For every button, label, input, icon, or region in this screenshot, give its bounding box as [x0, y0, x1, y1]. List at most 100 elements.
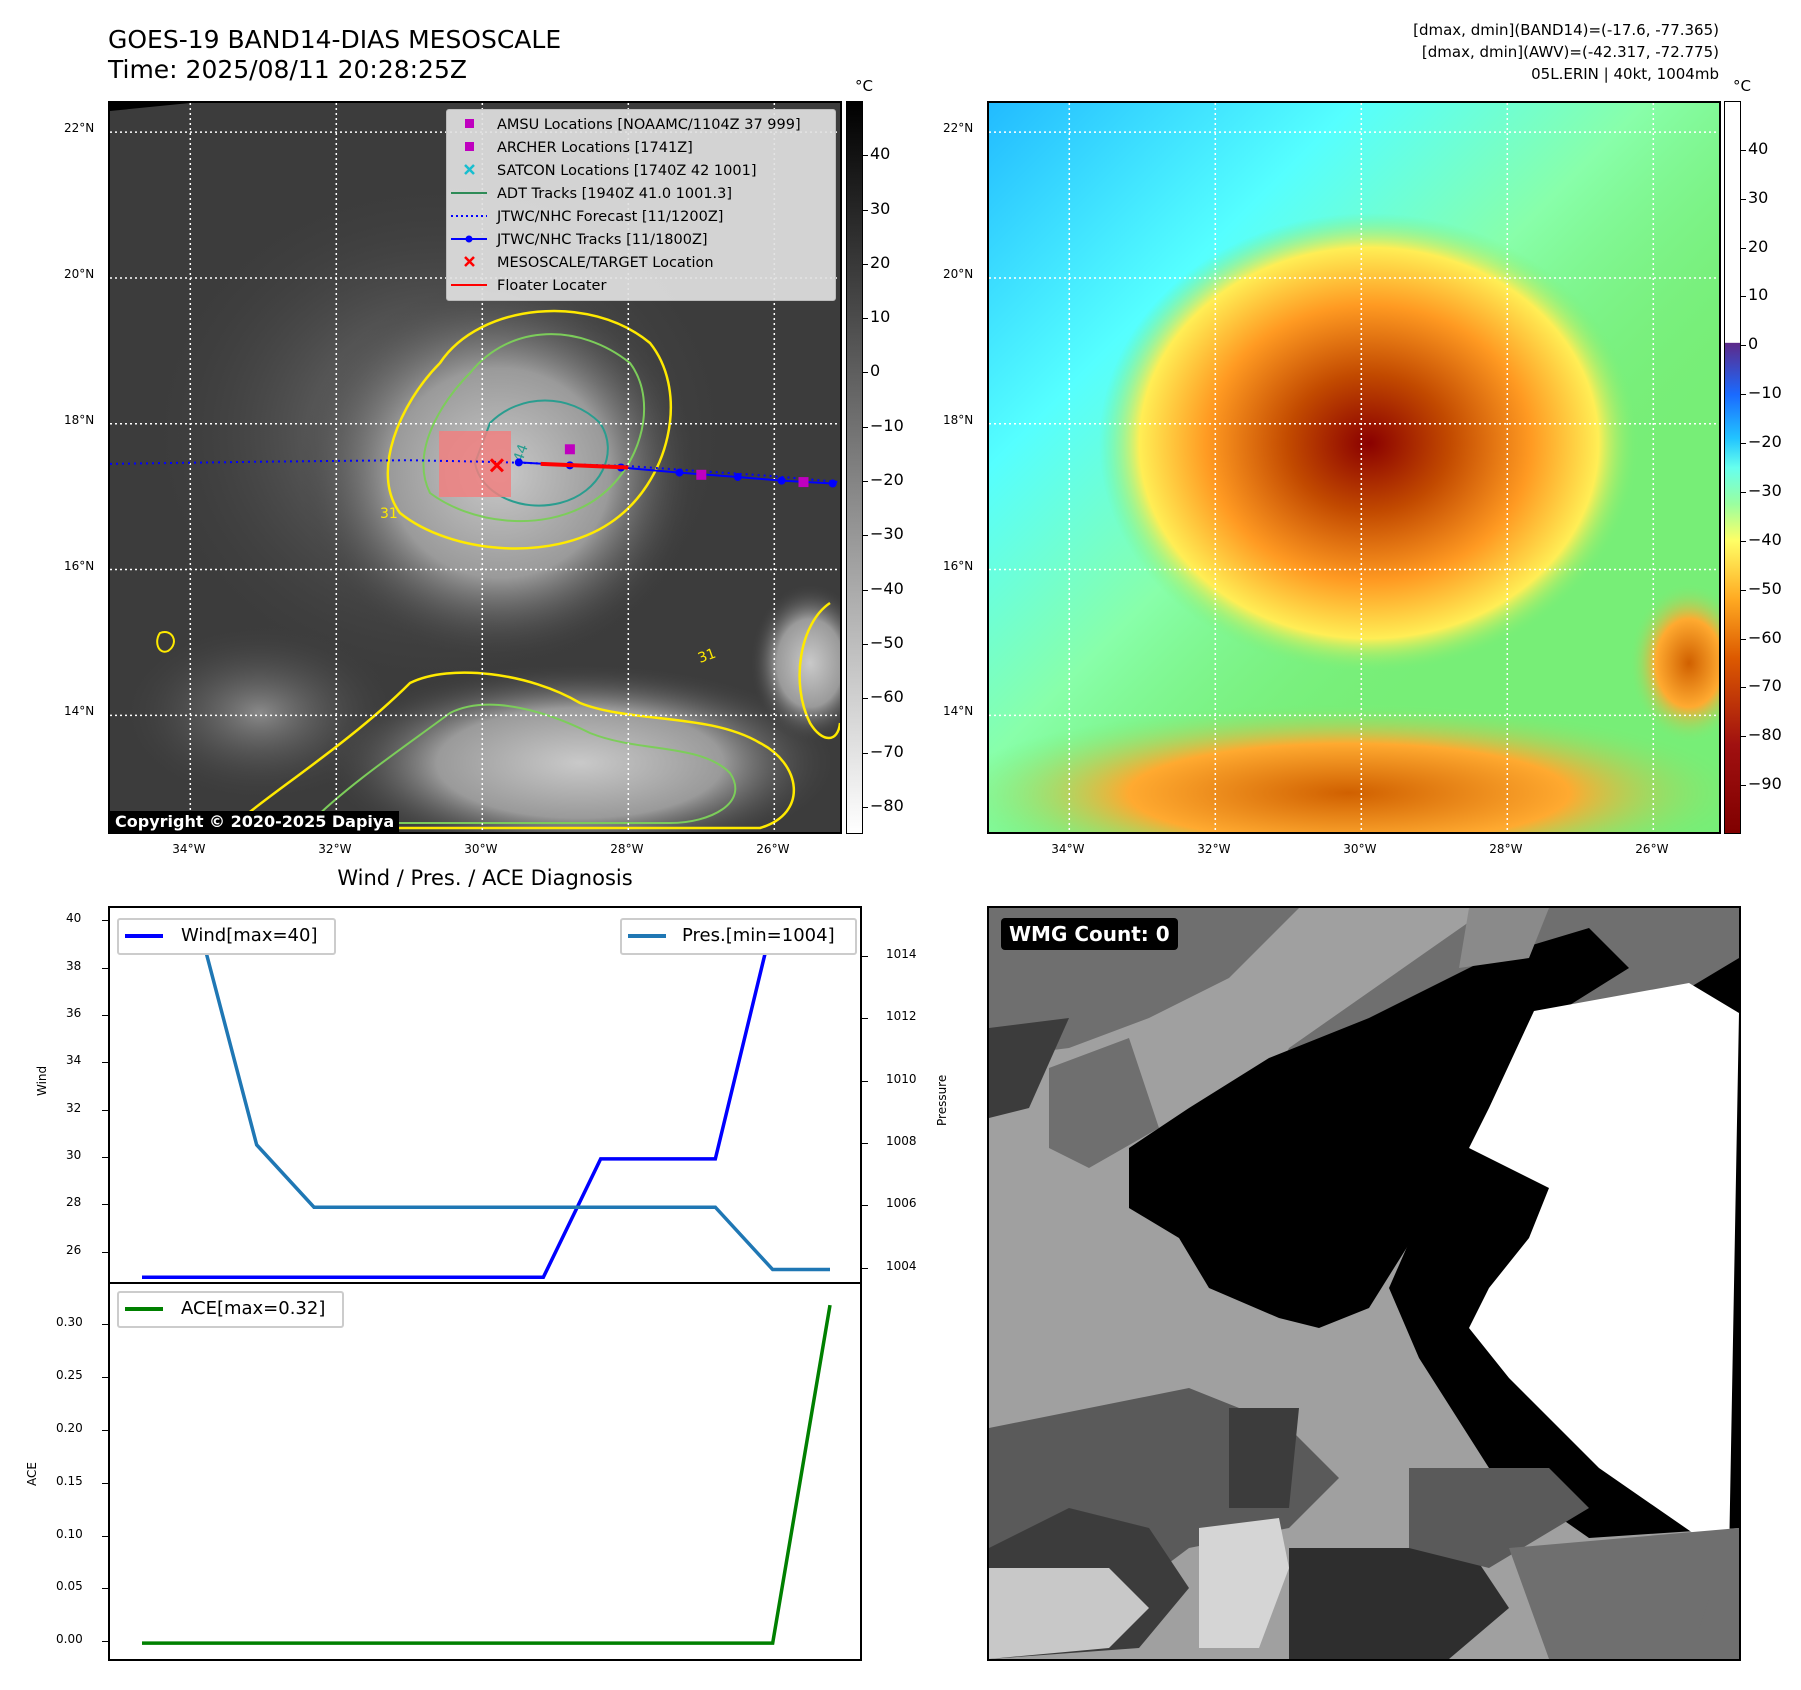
colorbar-tick-mark — [863, 752, 868, 754]
legend-marker — [464, 164, 475, 175]
band14-map-svg: 44 31 31 31 — [110, 103, 840, 832]
legend-label: SATCON Locations [1740Z 42 1001] — [497, 163, 756, 179]
colorbar-tick-mark — [863, 426, 868, 428]
wind-line — [142, 920, 830, 1280]
pressure-axis-label: Pressure — [935, 1074, 949, 1126]
wind-pressure-panel — [108, 906, 862, 1284]
lon-tick-label: 34°W — [1051, 842, 1085, 856]
best-track-point — [828, 479, 837, 488]
colorbar-tick-label: 0 — [1748, 334, 1759, 354]
wind-tick-mark — [102, 1062, 108, 1064]
awv-map-panel — [987, 101, 1721, 834]
ace-tick-mark — [102, 1482, 108, 1484]
lat-tick-label: 14°N — [943, 704, 974, 719]
colorbar-tick-label: 20 — [870, 252, 891, 272]
colorbar-tick-label: −30 — [870, 524, 904, 544]
wind-tick-label: 34 — [66, 1053, 82, 1068]
colorbar-tick-mark — [863, 643, 868, 645]
lat-tick-label: 14°N — [64, 704, 95, 719]
storm-track — [110, 444, 840, 488]
wind-legend-label: Wind[max=40] — [181, 925, 318, 946]
ace-tick-mark — [102, 1641, 108, 1643]
wind-tick-label: 30 — [66, 1147, 82, 1162]
lat-tick-label: 16°N — [64, 558, 95, 573]
pressure-tick-label: 1014 — [886, 946, 917, 961]
pressure-tick-mark — [862, 1205, 868, 1207]
lon-tick-label: 32°W — [1197, 842, 1231, 856]
ace-tick-mark — [102, 1535, 108, 1537]
colorbar-tick-label: 0 — [870, 361, 881, 381]
colorbar-tick-mark — [863, 589, 868, 591]
ace-tick-mark — [102, 1377, 108, 1379]
lat-tick-label: 18°N — [943, 412, 974, 427]
pressure-tick-label: 1004 — [886, 1258, 917, 1273]
wind-tick-mark — [102, 920, 108, 922]
best-track-point — [675, 468, 684, 477]
wmg-panel: WMG Count: 0 — [987, 906, 1741, 1661]
band14-range-info: [dmax, dmin](BAND14)=(-17.6, -77.365) — [1413, 21, 1719, 39]
lat-tick-label: 18°N — [64, 412, 95, 427]
pressure-tick-mark — [862, 1080, 868, 1082]
map-legend: AMSU Locations [NOAAMC/1104Z 37 999] ARCH… — [446, 109, 836, 301]
colorbar-tick-mark — [1741, 443, 1746, 445]
awv-colorbar — [1724, 101, 1741, 834]
colorbar-tick-label: −10 — [870, 415, 904, 435]
lat-tick-label: 20°N — [64, 266, 95, 281]
colorbar-tick-label: −10 — [1748, 383, 1782, 403]
colorbar-tick-mark — [863, 535, 868, 537]
legend-marker — [465, 119, 474, 128]
ace-panel — [108, 1282, 862, 1661]
pressure-legend: Pres.[min=1004] — [620, 918, 857, 955]
pressure-tick-mark — [862, 1142, 868, 1144]
colorbar-tick-label: 10 — [870, 307, 891, 327]
legend-marker — [464, 256, 475, 267]
legend-label: ADT Tracks [1940Z 41.0 1001.3] — [497, 186, 732, 202]
wind-tick-mark — [102, 1109, 108, 1111]
floater-locater-line — [540, 461, 629, 470]
colorbar-tick-label: 20 — [1748, 236, 1769, 256]
wind-tick-label: 26 — [66, 1242, 82, 1257]
wind-tick-label: 36 — [66, 1005, 82, 1020]
colorbar-tick-label: −90 — [1748, 774, 1782, 794]
colorbar-tick-label: −70 — [1748, 676, 1782, 696]
colorbar-tick-mark — [863, 263, 868, 265]
wind-legend: Wind[max=40] — [117, 918, 336, 955]
colorbar-tick-mark — [1741, 540, 1746, 542]
colorbar-tick-label: −50 — [1748, 578, 1782, 598]
storm-info: 05L.ERIN | 40kt, 1004mb — [1531, 65, 1719, 83]
ace-line — [142, 1304, 832, 1645]
colorbar-tick-mark — [1741, 394, 1746, 396]
wind-tick-label: 32 — [66, 1100, 82, 1115]
colorbar-tick-label: −20 — [1748, 432, 1782, 452]
colorbar-tick-label: −50 — [870, 632, 904, 652]
map-gridlines — [989, 103, 1719, 832]
wind-tick-mark — [102, 1204, 108, 1206]
lon-tick-label: 30°W — [464, 842, 498, 856]
legend-svg: AMSU Locations [NOAAMC/1104Z 37 999] ARCH… — [451, 117, 801, 294]
wind-tick-label: 38 — [66, 958, 82, 973]
colorbar-tick-mark — [863, 698, 868, 700]
pressure-tick-mark — [862, 955, 868, 957]
lat-tick-label: 22°N — [943, 121, 974, 136]
lon-tick-label: 26°W — [1635, 842, 1669, 856]
colorbar-tick-label: −30 — [1748, 480, 1782, 500]
colorbar-tick-label: 30 — [870, 198, 891, 218]
wind-tick-mark — [102, 1014, 108, 1016]
wind-tick-label: 40 — [66, 911, 82, 926]
colorbar-tick-mark — [863, 481, 868, 483]
colorbar1-unit: °C — [855, 77, 873, 95]
colorbar-tick-label: −60 — [1748, 627, 1782, 647]
contour-label: 31 — [696, 646, 718, 667]
ace-tick-mark — [102, 1429, 108, 1431]
colorbar-tick-label: 10 — [1748, 285, 1769, 305]
colorbar-tick-mark — [1741, 149, 1746, 151]
lon-tick-label: 32°W — [318, 842, 352, 856]
colorbar-tick-label: −80 — [1748, 725, 1782, 745]
lon-tick-label: 34°W — [172, 842, 206, 856]
colorbar-tick-label: 40 — [870, 144, 891, 164]
legend-label: JTWC/NHC Tracks [11/1800Z] — [496, 232, 708, 248]
lon-tick-label: 30°W — [1343, 842, 1377, 856]
colorbar-tick-mark — [863, 155, 868, 157]
legend-label: ARCHER Locations [1741Z] — [497, 140, 693, 156]
wind-axis-label: Wind — [35, 1065, 49, 1096]
